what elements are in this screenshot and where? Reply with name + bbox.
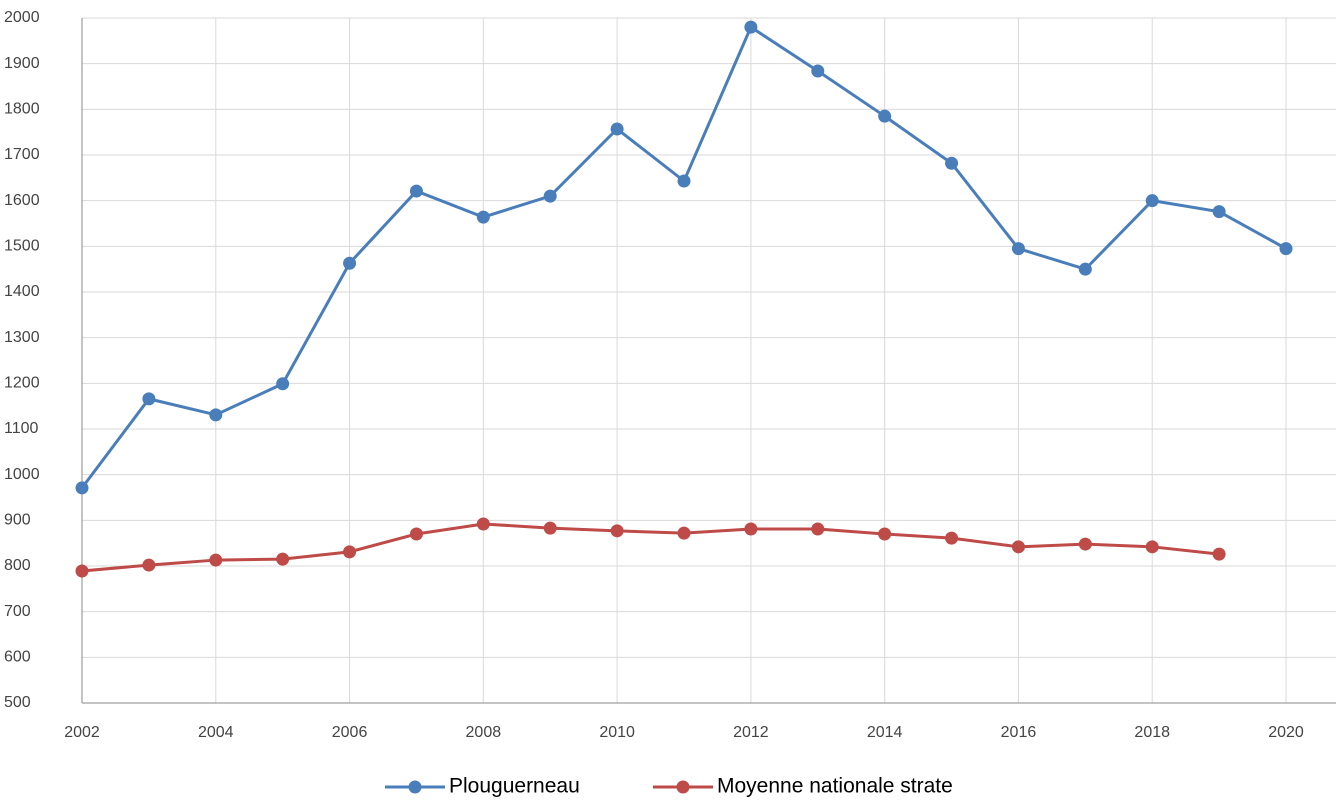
x-tick-label: 2006 [332,724,368,741]
y-tick-label: 1400 [4,283,40,300]
y-tick-label: 1800 [4,101,40,118]
data-point [878,527,892,541]
data-point [1011,540,1025,554]
x-tick-label: 2010 [599,724,635,741]
data-point [209,408,223,422]
legend-marker [676,780,690,794]
x-tick-label: 2014 [867,724,903,741]
data-point [75,564,89,578]
data-point [343,545,357,559]
y-tick-label: 1700 [4,146,40,163]
data-point [945,156,959,170]
x-tick-label: 2002 [64,724,100,741]
y-tick-label: 900 [4,512,31,529]
data-point [811,64,825,78]
data-point [142,558,156,572]
y-tick-label: 800 [4,557,31,574]
y-tick-label: 1000 [4,466,40,483]
y-tick-label: 1500 [4,238,40,255]
y-tick-label: 1100 [4,420,39,437]
series-line [81,522,1220,573]
data-point [744,522,758,536]
data-point [543,189,557,203]
data-point [1145,194,1159,208]
y-tick-label: 1900 [4,55,40,72]
data-point [945,531,959,545]
data-point [476,517,490,531]
data-point [744,20,758,34]
x-tick-label: 2020 [1268,724,1304,741]
data-point [543,521,557,535]
legend-label: Plouguerneau [449,775,580,798]
data-point [1212,205,1226,219]
x-tick-label: 2016 [1001,724,1037,741]
y-tick-label: 1300 [4,329,40,346]
x-tick-label: 2004 [198,724,234,741]
data-point [1212,547,1226,561]
y-tick-label: 600 [4,649,31,666]
data-point [1078,262,1092,276]
y-tick-label: 700 [4,603,31,620]
x-tick-label: 2008 [466,724,502,741]
data-point [476,210,490,224]
data-point [209,553,223,567]
y-tick-label: 2000 [4,9,40,26]
data-point [409,527,423,541]
data-point [1011,242,1025,256]
series-line [80,24,1287,489]
data-point [75,481,89,495]
x-tick-label: 2012 [733,724,769,741]
data-point [142,392,156,406]
data-point [1145,540,1159,554]
data-point [409,184,423,198]
data-point [811,522,825,536]
data-point [878,109,892,123]
y-tick-label: 1600 [4,192,40,209]
y-tick-label: 500 [4,694,31,711]
data-point [677,526,691,540]
data-point [1279,242,1293,256]
x-tick-label: 2018 [1134,724,1170,741]
legend-marker [408,780,422,794]
data-point [343,256,357,270]
data-point [276,377,290,391]
data-point [610,524,624,538]
legend-label: Moyenne nationale strate [717,775,953,798]
data-point [677,174,691,188]
data-point [1078,537,1092,551]
y-tick-label: 1200 [4,375,40,392]
data-point [610,122,624,136]
data-point [276,552,290,566]
